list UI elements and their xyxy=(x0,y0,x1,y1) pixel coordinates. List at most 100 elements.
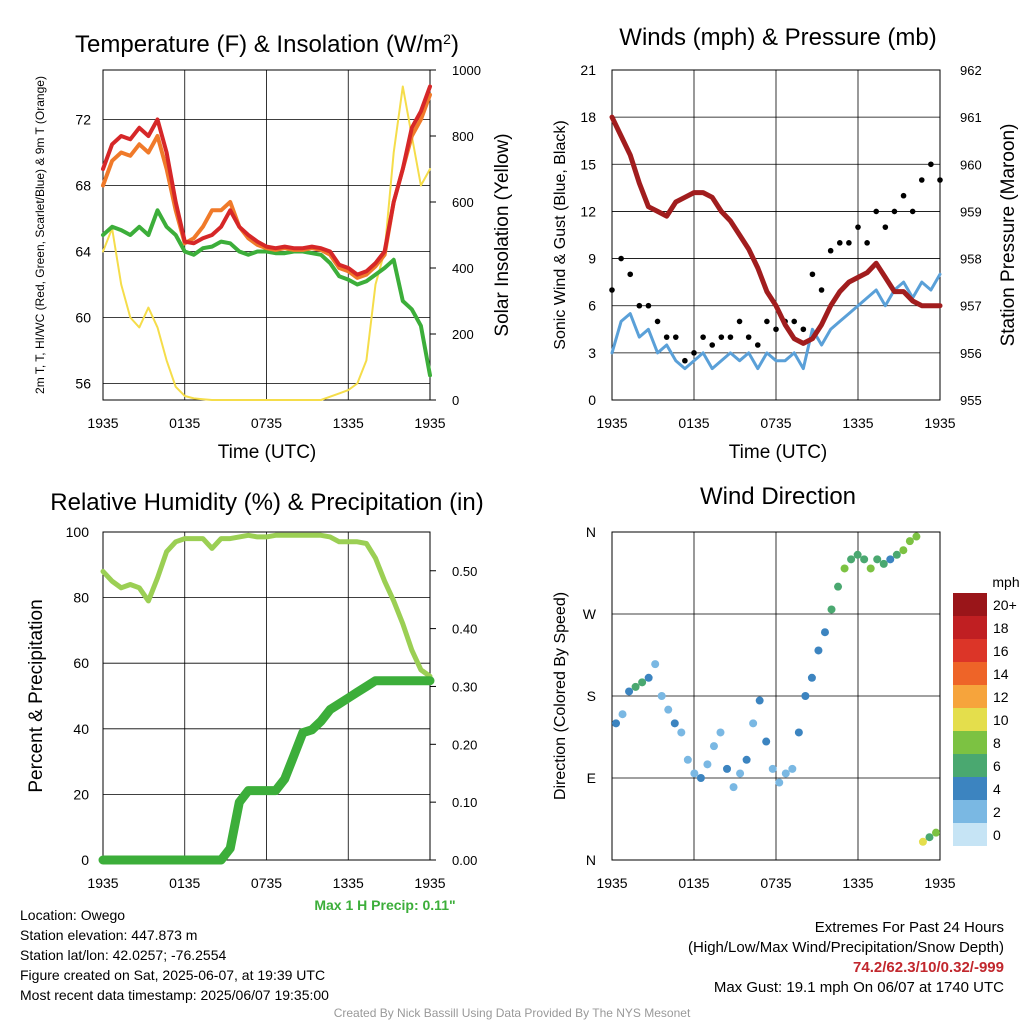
series-1-pressure xyxy=(609,114,943,346)
series-0-td xyxy=(101,208,432,378)
direction-point xyxy=(644,673,653,682)
y-right-tick-0-0: 0 xyxy=(452,393,459,408)
direction-point xyxy=(657,692,666,700)
x-tick-2-4: 1935 xyxy=(414,875,445,891)
elevation-text: Station elevation: 447.873 m xyxy=(20,927,198,943)
legend-swatch-2 xyxy=(953,639,987,662)
direction-point xyxy=(749,719,758,728)
y-right-label-1: Station Pressure (Maroon) xyxy=(998,124,1019,347)
x-tick-1-4: 1935 xyxy=(924,415,955,431)
gust-point xyxy=(745,334,752,340)
x-tick-2-2: 0735 xyxy=(251,875,282,891)
y-left-tick-2-5: 100 xyxy=(66,524,90,540)
gust-point xyxy=(636,302,643,309)
extremes-values: 74.2/62.3/10/0.32/-999 xyxy=(853,959,1004,976)
y-tick-3-2: S xyxy=(587,688,596,704)
direction-point xyxy=(768,764,777,773)
x-tick-0-1: 0135 xyxy=(169,415,200,431)
gust-point xyxy=(918,177,925,183)
y-left-tick-2-0: 0 xyxy=(81,852,89,868)
x-axis-label-1: Time (UTC) xyxy=(729,442,828,463)
gust-point xyxy=(846,240,852,246)
gust-point xyxy=(764,318,770,325)
y-left-tick-1-2: 6 xyxy=(588,298,596,314)
direction-point xyxy=(631,682,640,691)
max-gust-text: Max Gust: 19.1 mph On 06/07 at 1740 UTC xyxy=(713,979,1004,996)
latlon-text: Station lat/lon: 42.0257; -76.2554 xyxy=(20,947,227,963)
gust-point xyxy=(836,240,843,246)
gust-point xyxy=(791,318,798,325)
legend-swatch-0 xyxy=(953,593,987,616)
y-right-tick-1-1: 956 xyxy=(960,346,982,361)
y-right-label-0: Solar Insolation (Yellow) xyxy=(492,133,513,336)
y-right-tick-1-2: 957 xyxy=(960,299,982,314)
x-tick-3-4: 1935 xyxy=(924,875,955,891)
direction-point xyxy=(801,692,810,700)
direction-point xyxy=(651,660,660,669)
x-axis-label-0: Time (UTC) xyxy=(218,442,317,463)
chart-title-3: Wind Direction xyxy=(700,483,856,510)
legend-label-3: 14 xyxy=(993,666,1009,682)
direction-point xyxy=(664,705,673,714)
y-left-tick-0-3: 68 xyxy=(75,178,91,194)
direction-point xyxy=(690,769,699,778)
direction-point xyxy=(683,755,692,764)
y-left-tick-0-0: 56 xyxy=(75,376,91,392)
direction-point xyxy=(886,555,895,564)
direction-point xyxy=(892,550,901,559)
x-tick-2-1: 0135 xyxy=(169,875,200,891)
gust-point xyxy=(818,287,825,293)
legend-label-4: 12 xyxy=(993,689,1009,705)
y-right-tick-0-5: 1000 xyxy=(452,63,481,78)
chart-title-2: Relative Humidity (%) & Precipitation (i… xyxy=(50,489,483,516)
direction-point xyxy=(879,559,888,568)
y-right-tick-1-4: 959 xyxy=(960,204,982,219)
direction-point xyxy=(788,764,797,773)
y-right-tick-0-1: 200 xyxy=(452,327,474,342)
created-text: Figure created on Sat, 2025-06-07, at 19… xyxy=(20,967,326,983)
y-right-tick-2-2: 0.20 xyxy=(452,737,477,752)
direction-point xyxy=(677,728,686,737)
legend-label-2: 16 xyxy=(993,643,1009,659)
x-tick-0-0: 1935 xyxy=(87,415,118,431)
y-left-tick-1-0: 0 xyxy=(588,392,596,408)
direction-point xyxy=(775,778,784,787)
gust-point xyxy=(864,240,870,246)
gust-point xyxy=(909,208,916,215)
legend-swatch-9 xyxy=(953,800,987,823)
legend-label-1: 18 xyxy=(993,620,1009,636)
x-tick-1-2: 0735 xyxy=(760,415,791,431)
direction-point xyxy=(638,678,647,687)
recent-text: Most recent data timestamp: 2025/06/07 1… xyxy=(20,987,329,1003)
credit-text: Created By Nick Bassill Using Data Provi… xyxy=(333,1006,691,1020)
gust-point xyxy=(700,334,706,340)
x-tick-2-3: 1335 xyxy=(333,875,364,891)
y-left-tick-1-3: 9 xyxy=(588,251,596,267)
gust-point xyxy=(855,224,861,230)
gust-point xyxy=(873,208,880,215)
x-tick-2-0: 1935 xyxy=(87,875,118,891)
gust-point xyxy=(709,342,716,348)
y-right-tick-0-4: 800 xyxy=(452,129,474,144)
y-left-tick-2-2: 40 xyxy=(73,721,89,737)
gust-point xyxy=(827,247,834,254)
y-right-tick-1-6: 961 xyxy=(960,110,982,125)
x-tick-1-1: 0135 xyxy=(678,415,709,431)
direction-point xyxy=(912,532,921,541)
gust-point xyxy=(800,326,807,333)
legend-label-9: 2 xyxy=(993,804,1001,820)
y-right-tick-1-5: 960 xyxy=(960,157,982,172)
direction-point xyxy=(618,710,627,719)
y-tick-3-3: W xyxy=(583,606,597,622)
y-right-tick-2-5: 0.50 xyxy=(452,564,477,579)
direction-point xyxy=(853,550,862,559)
y-tick-3-1: E xyxy=(587,770,596,786)
chart-title-0: Temperature (F) & Insolation (W/m2) xyxy=(75,31,459,58)
x-tick-0-3: 1335 xyxy=(333,415,364,431)
direction-point xyxy=(696,774,705,782)
direction-point xyxy=(670,719,679,728)
x-tick-3-1: 0135 xyxy=(678,875,709,891)
legend-label-0: 20+ xyxy=(993,597,1017,613)
gust-point xyxy=(682,357,688,364)
x-tick-3-2: 0735 xyxy=(760,875,791,891)
